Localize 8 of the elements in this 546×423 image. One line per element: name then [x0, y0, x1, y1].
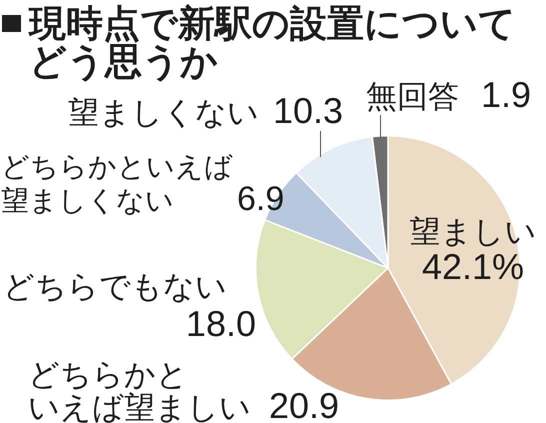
slice-label: どちらかといえば望ましい [28, 357, 251, 423]
data-label: 10.3 [273, 90, 344, 131]
data-label: 6.9 [237, 180, 284, 218]
slice-label: 望ましくない [68, 95, 259, 131]
slice-label: どちらでもない [3, 269, 227, 305]
data-label: 20.9 [269, 385, 340, 423]
slice-label: どちらかといえば望ましくない [1, 150, 233, 217]
data-label: 18.0 [186, 303, 256, 344]
